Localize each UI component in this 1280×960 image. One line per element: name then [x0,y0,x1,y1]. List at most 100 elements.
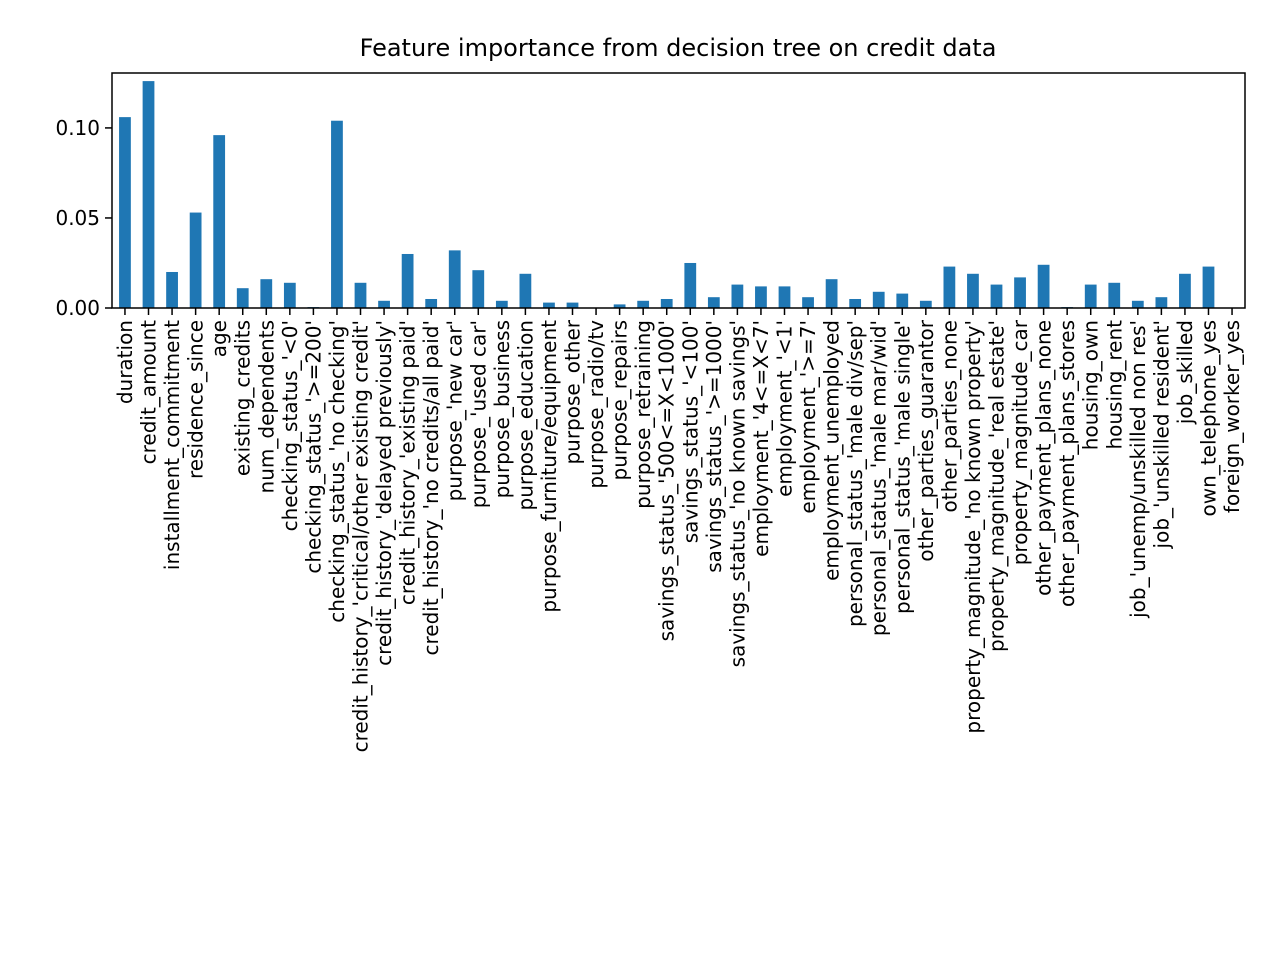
bar [849,298,862,308]
x-tick-label: personal_status_'male single' [890,320,914,614]
bar [1202,266,1215,308]
bar [731,284,744,308]
bar [707,297,720,308]
bar [802,297,814,308]
x-tick-label: other_payment_plans_stores [1055,320,1079,607]
x-tick-label: savings_status_'no known savings' [725,320,749,667]
x-tick-label: num_dependents [254,320,278,493]
x-tick-label: purpose_other [561,319,585,464]
x-tick-label: foreign_worker_yes [1220,320,1244,513]
x-tick-label: savings_status_'<100' [678,320,702,543]
bar [213,135,226,308]
x-tick-label: property_magnitude_'no known property' [961,320,985,734]
bar [990,284,1003,308]
x-tick-label: purpose_business [490,320,514,498]
bar [189,212,202,308]
y-tick-label: 0.10 [55,116,100,140]
bar [1179,273,1191,308]
x-tick-label: age [207,320,231,357]
x-tick-label: credit_amount [137,320,161,465]
x-tick-label: credit_history_'existing paid' [396,320,420,605]
bar [613,304,626,308]
bar [1131,300,1144,308]
bar [896,293,909,308]
bar [684,262,697,308]
x-tick-label: duration [113,320,137,404]
x-tick-label: existing_credits [231,320,255,476]
bar [778,286,791,308]
bar [378,300,390,308]
x-axis-ticks: duration credit_amount installment_commitm… [113,308,1244,752]
bar [566,302,579,308]
bar [401,253,414,308]
x-tick-label: credit_history_'no credits/all paid' [419,320,443,656]
bar [660,298,673,308]
x-tick-label: purpose_retraining [631,320,655,509]
bar [1037,264,1050,308]
x-tick-label: checking_status_'<0' [278,320,302,531]
x-tick-label: personal_status_'male mar/wid' [867,320,891,636]
bar [283,282,296,308]
y-tick-label: 0.00 [55,296,100,320]
x-tick-label: checking_status_'>=200' [301,320,325,574]
x-tick-label: job_'unskilled resident' [1149,320,1173,549]
plot-frame [111,72,1246,309]
bar [260,279,273,308]
x-tick-label: purpose_'new car' [443,320,467,501]
x-tick-label: purpose_furniture/equipment [537,320,561,613]
x-tick-label: job_'unemp/unskilled non res' [1126,320,1150,619]
bar [825,279,838,308]
x-tick-label: savings_status_'>=1000' [702,320,726,573]
bar [119,117,131,308]
x-tick-label: property_magnitude_'real estate' [984,320,1008,652]
bar [1084,284,1097,308]
bar [354,282,367,308]
bar [331,120,343,308]
bar [919,300,932,308]
bar [448,250,461,308]
bar [872,291,885,308]
x-tick-label: employment_unemployed [820,320,844,581]
bar [495,300,508,308]
x-tick-label: purpose_repairs [608,320,632,481]
x-tick-label: employment_'4<=X<7' [749,320,773,557]
x-tick-label: other_parties_none [937,320,961,512]
x-tick-label: own_telephone_yes [1196,320,1220,516]
x-tick-label: credit_history_'critical/other existing … [349,320,373,752]
bar [967,273,979,308]
x-tick-label: installment_commitment [160,320,184,570]
x-tick-label: property_magnitude_car [1008,319,1032,565]
x-tick-label: residence_since [184,320,208,479]
bar [1155,297,1168,308]
bar [943,266,956,308]
x-tick-label: employment_'<1' [772,320,796,497]
bar [472,270,485,308]
x-tick-label: housing_own [1079,320,1103,450]
bar [755,286,767,308]
bar [543,302,555,308]
x-tick-label: purpose_education [513,320,537,511]
x-tick-label: employment_'>=7' [796,320,820,514]
bars-group [119,81,1215,308]
bar [425,298,438,308]
x-tick-label: purpose_radio/tv [584,320,608,489]
y-tick-label: 0.05 [55,206,100,230]
x-tick-label: credit_history_'delayed previously' [372,320,396,666]
bar [519,273,532,308]
bar [166,271,178,308]
bar [1108,282,1121,308]
bar [142,81,155,308]
x-tick-label: personal_status_'male div/sep' [843,320,867,627]
x-tick-label: other_parties_guarantor [914,319,938,561]
x-tick-label: other_payment_plans_none [1032,320,1056,596]
x-tick-label: purpose_'used car' [466,320,490,508]
bar [637,300,650,308]
chart-title: Feature importance from decision tree on… [360,34,997,62]
y-axis-ticks: 0.00 0.05 0.10 [55,116,112,320]
x-tick-label: checking_status_'no checking' [325,320,349,623]
bar [1014,277,1026,308]
x-tick-label: savings_status_'500<=X<1000' [655,320,679,641]
x-tick-label: housing_rent [1102,320,1126,450]
x-tick-label: job_skilled [1173,320,1197,425]
